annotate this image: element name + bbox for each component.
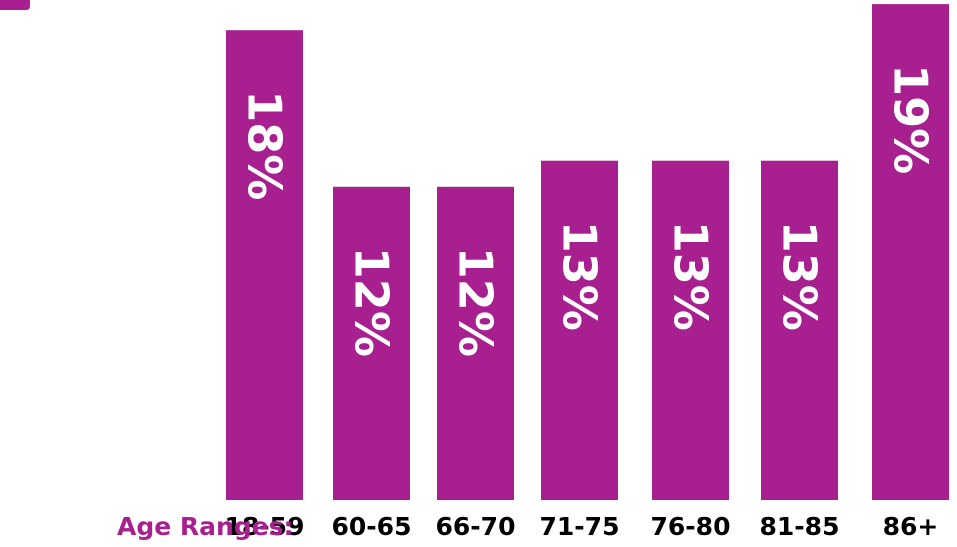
data-label-66-70: 12% [449,247,503,357]
data-label-86+: 19% [884,64,938,174]
bar-71-75 [541,160,618,500]
category-label-18-59: 18-59 [225,512,305,541]
data-labels-layer: 18% 12% 12% 13% 13% 13% 19% [238,64,938,357]
bar-81-85 [761,160,838,500]
x-axis-title: Age Ranges: [117,512,294,541]
bar-66-70 [437,186,514,501]
category-labels-layer: 18-59 60-65 66-70 71-75 76-80 81-85 86+ [225,512,939,541]
category-label-76-80: 76-80 [651,512,731,541]
bars-layer [226,4,949,501]
category-label-81-85: 81-85 [760,512,840,541]
bar-60-65 [333,186,410,501]
category-label-66-70: 66-70 [436,512,516,541]
category-label-71-75: 71-75 [540,512,620,541]
data-label-76-80: 13% [664,221,718,331]
data-label-71-75: 13% [553,221,607,331]
title-fragment-decoration [0,0,30,10]
bar-86+ [872,4,949,500]
bar-18-59 [226,30,303,500]
category-label-86+: 86+ [883,512,939,541]
data-label-81-85: 13% [773,221,827,331]
data-label-60-65: 12% [345,247,399,357]
bar-76-80 [652,160,729,500]
category-label-60-65: 60-65 [332,512,412,541]
data-label-18-59: 18% [238,90,292,200]
